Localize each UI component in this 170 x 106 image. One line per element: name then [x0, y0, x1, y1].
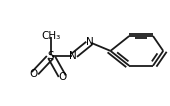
Text: O: O [59, 72, 67, 82]
Text: O: O [30, 69, 38, 79]
Text: S: S [48, 51, 54, 61]
Text: CH₃: CH₃ [41, 31, 61, 41]
Text: N: N [69, 51, 77, 61]
Text: N: N [86, 37, 94, 47]
